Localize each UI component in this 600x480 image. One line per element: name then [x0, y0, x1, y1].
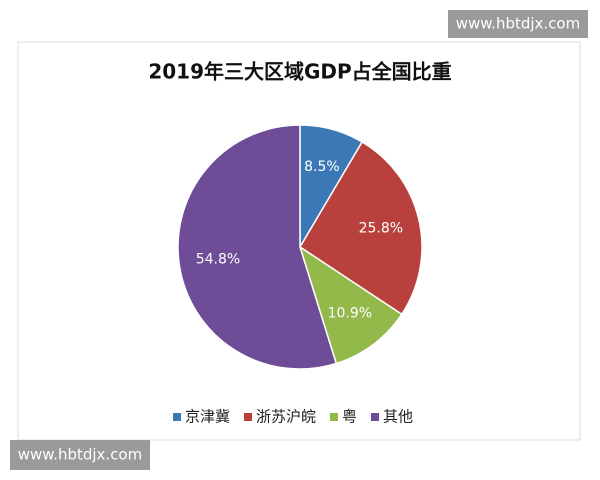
watermark-box — [448, 10, 588, 38]
legend-swatch — [330, 413, 338, 421]
legend-label: 粤 — [342, 408, 357, 426]
legend-label: 京津冀 — [185, 408, 230, 426]
data-label: 54.8% — [196, 251, 240, 267]
watermark-box — [10, 440, 150, 470]
data-label: 25.8% — [359, 220, 403, 236]
pie-slice — [298, 140, 423, 316]
legend-swatch — [371, 413, 380, 421]
pie-slice — [177, 124, 338, 370]
legend-swatch — [243, 413, 252, 421]
data-label: 10.9% — [328, 305, 372, 321]
watermark: www.hbtdjx.com — [18, 446, 142, 464]
chart-title: 2019年三大区域GDP占全国比重 — [148, 60, 451, 84]
data-label: 8.5% — [304, 159, 340, 175]
legend-swatch — [172, 413, 181, 421]
pie-slice — [298, 245, 403, 365]
legend-label: 其他 — [383, 408, 413, 426]
legend-label: 浙苏沪皖 — [256, 408, 316, 426]
watermark: www.hbtdjx.com — [456, 15, 580, 33]
